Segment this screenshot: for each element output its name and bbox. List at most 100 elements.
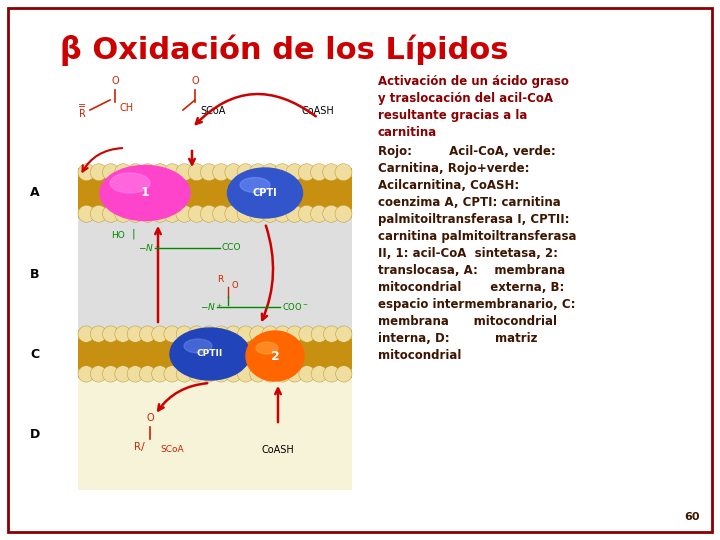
Circle shape xyxy=(274,164,291,181)
Circle shape xyxy=(176,366,192,382)
Circle shape xyxy=(164,326,180,342)
Text: CCO: CCO xyxy=(222,244,241,253)
Circle shape xyxy=(114,326,131,342)
Circle shape xyxy=(323,366,340,382)
Ellipse shape xyxy=(240,178,270,192)
Circle shape xyxy=(164,366,180,382)
Circle shape xyxy=(323,326,340,342)
Circle shape xyxy=(212,164,230,181)
Circle shape xyxy=(90,366,107,382)
Circle shape xyxy=(102,205,120,222)
Circle shape xyxy=(90,205,107,222)
Circle shape xyxy=(90,326,107,342)
Circle shape xyxy=(310,205,328,222)
Circle shape xyxy=(188,205,205,222)
Bar xyxy=(78,218,352,330)
Circle shape xyxy=(298,205,315,222)
Circle shape xyxy=(201,326,217,342)
Bar xyxy=(78,209,352,218)
Circle shape xyxy=(261,205,279,222)
Circle shape xyxy=(274,366,291,382)
Bar xyxy=(78,369,352,378)
Circle shape xyxy=(139,205,156,222)
Text: C: C xyxy=(30,348,40,361)
Circle shape xyxy=(127,326,143,342)
Circle shape xyxy=(78,326,94,342)
Text: CoASH: CoASH xyxy=(261,445,294,455)
Text: O: O xyxy=(146,413,154,423)
Circle shape xyxy=(237,205,254,222)
Circle shape xyxy=(311,326,328,342)
Circle shape xyxy=(114,205,132,222)
Circle shape xyxy=(299,326,315,342)
Text: CH: CH xyxy=(120,103,134,113)
Circle shape xyxy=(78,205,95,222)
Text: R: R xyxy=(78,109,86,119)
Text: D: D xyxy=(30,428,40,441)
Circle shape xyxy=(225,366,242,382)
Text: O: O xyxy=(192,76,199,86)
Text: /: / xyxy=(141,442,145,452)
Circle shape xyxy=(250,326,266,342)
Circle shape xyxy=(238,326,254,342)
Ellipse shape xyxy=(170,328,250,380)
Text: $-N^+$: $-N^+$ xyxy=(200,301,222,313)
Circle shape xyxy=(189,326,204,342)
Circle shape xyxy=(140,366,156,382)
Circle shape xyxy=(151,164,168,181)
Circle shape xyxy=(102,366,119,382)
Ellipse shape xyxy=(246,331,304,381)
Ellipse shape xyxy=(256,342,278,354)
Circle shape xyxy=(335,164,352,181)
Text: CoASH: CoASH xyxy=(302,106,334,116)
Circle shape xyxy=(310,164,328,181)
Circle shape xyxy=(336,366,352,382)
Circle shape xyxy=(114,366,131,382)
Bar xyxy=(78,337,352,371)
Text: β Oxidación de los Lípidos: β Oxidación de los Lípidos xyxy=(60,34,508,66)
Text: SCoA: SCoA xyxy=(160,446,184,455)
Circle shape xyxy=(250,366,266,382)
Circle shape xyxy=(102,164,120,181)
Text: |: | xyxy=(131,229,135,239)
Circle shape xyxy=(237,164,254,181)
Circle shape xyxy=(299,366,315,382)
Text: CPTII: CPTII xyxy=(197,349,223,359)
Text: COO$^-$: COO$^-$ xyxy=(282,301,309,313)
Circle shape xyxy=(262,366,279,382)
Bar xyxy=(78,378,352,490)
Circle shape xyxy=(212,205,230,222)
Text: B: B xyxy=(30,267,40,280)
Circle shape xyxy=(127,205,144,222)
Circle shape xyxy=(287,366,303,382)
Circle shape xyxy=(90,164,107,181)
Circle shape xyxy=(225,326,242,342)
Circle shape xyxy=(225,164,242,181)
Circle shape xyxy=(323,205,340,222)
Circle shape xyxy=(78,366,94,382)
Circle shape xyxy=(188,164,205,181)
Circle shape xyxy=(78,164,95,181)
Circle shape xyxy=(298,164,315,181)
Circle shape xyxy=(163,205,181,222)
Circle shape xyxy=(102,326,119,342)
Bar xyxy=(78,168,352,177)
Circle shape xyxy=(249,164,266,181)
Circle shape xyxy=(139,164,156,181)
Circle shape xyxy=(261,164,279,181)
Text: CPTI: CPTI xyxy=(253,188,277,198)
Circle shape xyxy=(176,164,193,181)
Text: R: R xyxy=(217,275,223,285)
Bar xyxy=(78,330,352,339)
Circle shape xyxy=(127,164,144,181)
Text: 1: 1 xyxy=(140,186,149,199)
Circle shape xyxy=(287,326,303,342)
Bar xyxy=(78,176,352,211)
Circle shape xyxy=(151,205,168,222)
Circle shape xyxy=(200,164,217,181)
Text: =: = xyxy=(78,101,86,111)
Text: Activación de un ácido graso
y traslocación del acil-CoA
resultante gracias a la: Activación de un ácido graso y traslocac… xyxy=(378,75,569,139)
Circle shape xyxy=(201,366,217,382)
Ellipse shape xyxy=(100,165,190,220)
Circle shape xyxy=(176,205,193,222)
